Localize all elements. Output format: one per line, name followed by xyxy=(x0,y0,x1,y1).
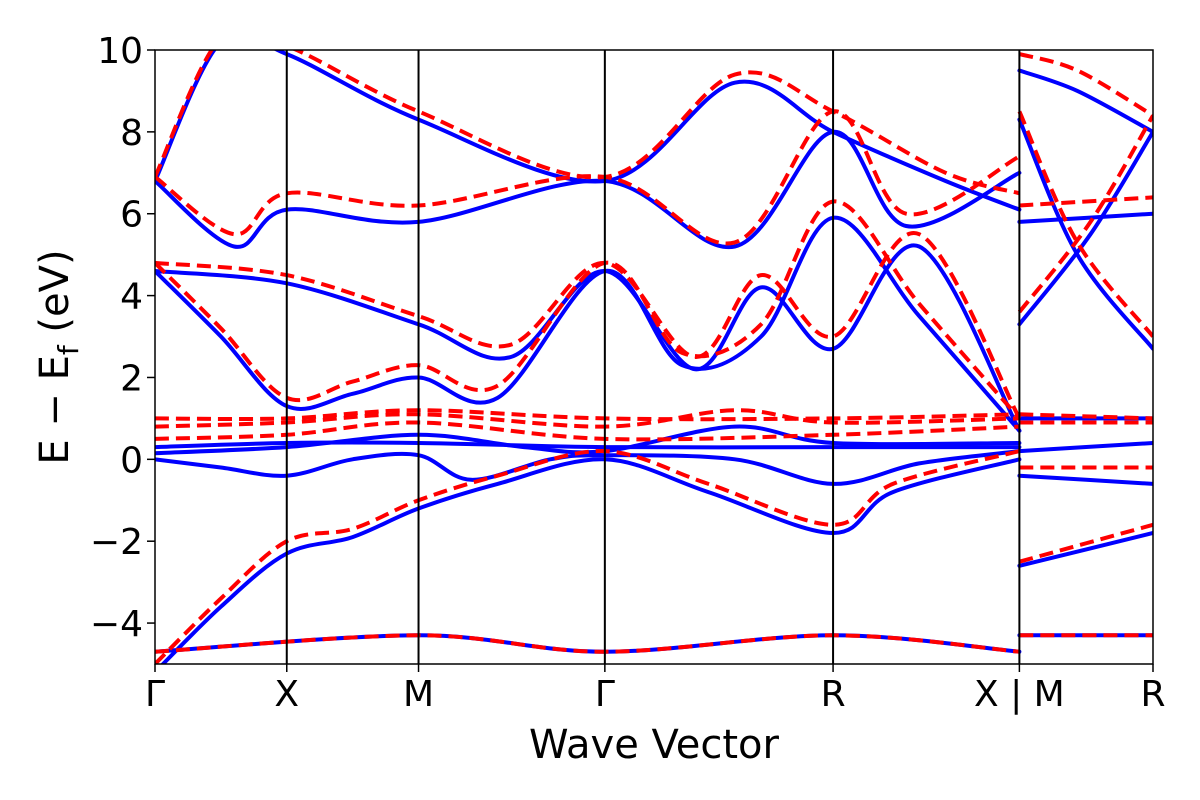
y-tick-label: 10 xyxy=(97,31,143,72)
solid-band-12 xyxy=(1017,531,1153,568)
bands-layer xyxy=(155,50,1153,664)
solid-band-10 xyxy=(1017,211,1153,224)
dashed-band-3 xyxy=(155,408,1020,422)
y-tick-label: 0 xyxy=(120,440,143,481)
solid-band-0 xyxy=(160,457,1022,664)
solid-band-6 xyxy=(155,129,1022,250)
y-tick-label: 2 xyxy=(120,358,143,399)
y-tick-label: 6 xyxy=(120,195,143,236)
x-axis-label: Wave Vector xyxy=(529,722,780,768)
y-tick-label: 8 xyxy=(120,113,143,154)
dashed-band-7 xyxy=(155,50,1020,196)
dashed-band-12 xyxy=(1018,522,1153,564)
y-tick-label: −2 xyxy=(90,522,143,563)
solid-band-4 xyxy=(155,215,1022,433)
x-tick-label: R xyxy=(1140,674,1165,715)
y-tick-label: −4 xyxy=(90,604,143,645)
solid-band-1 xyxy=(155,449,1022,486)
x-tick-label: Γ xyxy=(145,674,165,715)
x-axis-ticks: Γ X M Γ R X | M R xyxy=(145,664,1166,715)
x-tick-label: Γ xyxy=(595,674,615,715)
dashed-band-6 xyxy=(155,109,1021,246)
solid-band-14 xyxy=(1017,441,1153,454)
dashed-band-11 xyxy=(1017,114,1153,314)
solid-band-8 xyxy=(1017,68,1153,134)
x-tick-label: X xyxy=(274,674,299,715)
solid-band-5 xyxy=(155,243,1022,433)
dashed-band-8 xyxy=(1018,52,1153,118)
x-tick-label: X | M xyxy=(974,674,1065,715)
solid-band-7 xyxy=(155,50,1022,212)
dashed-band-9 xyxy=(1017,110,1153,338)
dashed-band-4 xyxy=(155,199,1021,420)
x-tick-label: R xyxy=(821,674,846,715)
x-tick-label: M xyxy=(403,674,434,715)
y-tick-label: 4 xyxy=(120,277,143,318)
k-point-lines xyxy=(285,50,1021,664)
y-axis-label: E − Ef (eV) xyxy=(32,249,85,464)
solid-band-13 xyxy=(1017,473,1153,486)
plot-frame xyxy=(154,49,1154,665)
y-axis-ticks: −4 −2 0 2 4 6 8 10 xyxy=(90,31,155,645)
dashed-band-5 xyxy=(155,231,1022,420)
dashed-band-10 xyxy=(1019,195,1153,208)
dashed-band-0 xyxy=(155,449,1020,664)
dashed-band-15 xyxy=(1019,412,1153,421)
dashed-band-16 xyxy=(155,633,1020,654)
solid-band-11 xyxy=(1017,129,1153,327)
